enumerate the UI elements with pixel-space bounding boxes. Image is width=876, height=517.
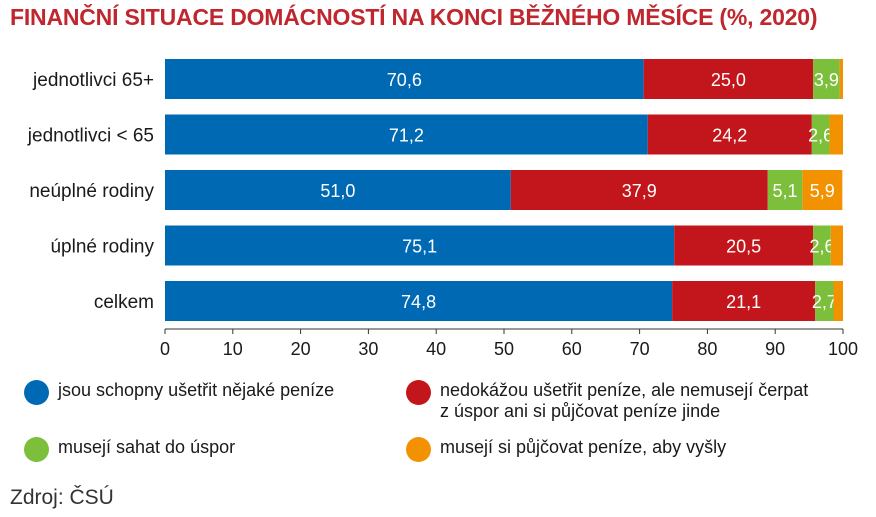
x-tick-label: 70: [630, 339, 650, 359]
x-tick-label: 60: [562, 339, 582, 359]
chart-title: FINANČNÍ SITUACE DOMÁCNOSTÍ NA KONCI BĚŽ…: [10, 4, 818, 30]
x-tick-label: 10: [223, 339, 243, 359]
x-tick-label: 20: [291, 339, 311, 359]
bar-segment: [830, 225, 843, 266]
bar-segment: [813, 59, 840, 99]
x-tick-label: 90: [765, 339, 785, 359]
bar-segment: [165, 170, 511, 210]
legend-marker-savings: [24, 437, 49, 462]
bar-segment: [813, 225, 831, 266]
data-label: 25,0: [711, 70, 746, 90]
data-label: 75,1: [402, 237, 437, 257]
data-label: 70,6: [387, 70, 422, 90]
legend-marker-save: [24, 380, 49, 405]
legend-label-borrow: musejí si půjčovat peníze, aby vyšly: [440, 437, 726, 458]
data-label: 74,8: [401, 292, 436, 312]
data-label: 71,2: [389, 126, 424, 146]
stacked-bar-chart: jednotlivci 65+ 70,6 25,0 3,9 jednotlivci < …: [27, 59, 858, 359]
x-tick-label: 100: [828, 339, 858, 359]
bar-segment: [767, 170, 803, 210]
category-label: úplné rodiny: [50, 237, 154, 258]
x-tick-label: 50: [494, 339, 514, 359]
bar-segment: [165, 281, 673, 321]
bar-segment: [647, 114, 812, 155]
data-label: 20,5: [726, 237, 761, 257]
data-label: 21,1: [726, 292, 761, 312]
legend-label-line: jsou schopny ušetřit nějaké peníze: [58, 380, 335, 400]
data-label: 2,6: [809, 237, 834, 257]
bar-segment: [165, 225, 675, 266]
bar-segment: [802, 170, 843, 210]
data-label: 2,6: [808, 126, 833, 146]
legend-item-savings: musejí sahat do úspor: [24, 437, 235, 462]
x-tick-label: 80: [697, 339, 717, 359]
bar-segment: [839, 59, 843, 99]
legend-label-line: musejí sahat do úspor: [58, 437, 236, 457]
data-label: 24,2: [712, 126, 747, 146]
data-label: 3,9: [814, 70, 839, 90]
legend-item-no-save: nedokážou ušetřit peníze, ale nemusejí č…: [406, 380, 808, 422]
data-label: 5,1: [773, 181, 798, 201]
category-label: neúplné rodiny: [29, 181, 154, 202]
legend-label-savings: musejí sahat do úspor: [58, 437, 235, 458]
legend-label-line: z úspor ani si půjčovat peníze jinde: [440, 401, 721, 421]
category-label: jednotlivci < 65: [27, 126, 154, 147]
legend-marker-no-save: [406, 380, 431, 405]
x-tick-label: 30: [358, 339, 378, 359]
bar-segment: [672, 281, 816, 321]
bar-segment: [643, 59, 814, 99]
data-label: 37,9: [622, 181, 657, 201]
bar-segment: [165, 114, 648, 155]
legend-label-no-save: nedokážou ušetřit peníze, ale nemusejí č…: [440, 380, 808, 422]
legend-item-save: jsou schopny ušetřit nějaké peníze: [24, 380, 334, 405]
data-label: 2,7: [812, 292, 837, 312]
bar-segment: [829, 114, 843, 155]
legend-item-borrow: musejí si půjčovat peníze, aby vyšly: [406, 437, 726, 462]
data-label: 5,9: [810, 181, 835, 201]
source-note: Zdroj: ČSÚ: [10, 486, 114, 509]
category-label: jednotlivci 65+: [32, 70, 154, 91]
legend-label-save: jsou schopny ušetřit nějaké peníze: [58, 380, 334, 401]
bar-segment: [811, 114, 830, 155]
bar-segment: [165, 59, 644, 99]
bar-segment: [674, 225, 814, 266]
legend-label-line: nedokážou ušetřit peníze, ale nemusejí č…: [440, 380, 809, 400]
legend-label-line: musejí si půjčovat peníze, aby vyšly: [440, 437, 727, 457]
legend-marker-borrow: [406, 437, 431, 462]
bar-segment: [510, 170, 768, 210]
x-tick-label: 0: [160, 339, 170, 359]
data-label: 51,0: [320, 181, 355, 201]
x-tick-label: 40: [426, 339, 446, 359]
bar-segment: [815, 281, 834, 321]
category-label: celkem: [94, 292, 154, 313]
bar-segment: [833, 281, 843, 321]
